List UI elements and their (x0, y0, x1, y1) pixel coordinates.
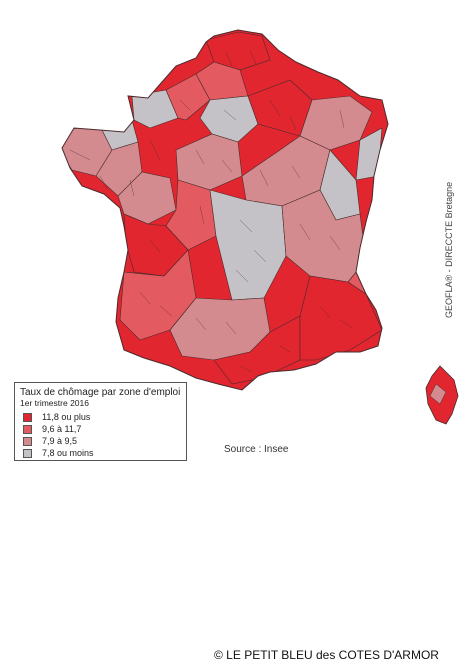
zone-normandie-east (165, 73, 211, 121)
france-outline (61, 29, 389, 391)
france-mainland (62, 30, 388, 390)
legend-label: 7,9 à 9,5 (42, 435, 78, 446)
legend-swatch (23, 424, 32, 434)
legend-label: 7,8 ou moins (42, 447, 94, 458)
copyright-text: © LE PETIT BLEU des COTES D'ARMOR (214, 648, 439, 662)
legend-label: 11,8 ou plus (42, 411, 91, 422)
legend-subtitle: 1er trimestre 2016 (20, 398, 89, 408)
legend: Taux de chômage par zone d'emploi 1er tr… (14, 382, 187, 461)
legend-row: 9,6 à 11,7 (20, 423, 181, 435)
credit-text: GEOFLA® - DIRECCTE Bretagne (444, 181, 454, 318)
legend-row: 7,9 à 9,5 (20, 435, 181, 447)
legend-row: 7,8 ou moins (20, 447, 181, 459)
legend-row: 11,8 ou plus (20, 411, 181, 423)
legend-swatch (23, 436, 32, 446)
zone-auvergne (209, 189, 287, 301)
legend-swatch (23, 412, 32, 422)
zone-normandie (131, 89, 179, 129)
zone-picardie (195, 61, 249, 101)
legend-title: Taux de chômage par zone d'emploi (20, 387, 181, 398)
legend-label: 9,6 à 11,7 (42, 423, 82, 434)
legend-swatch (23, 448, 32, 458)
corsica (425, 365, 459, 425)
source-text: Source : Insee (224, 444, 289, 455)
